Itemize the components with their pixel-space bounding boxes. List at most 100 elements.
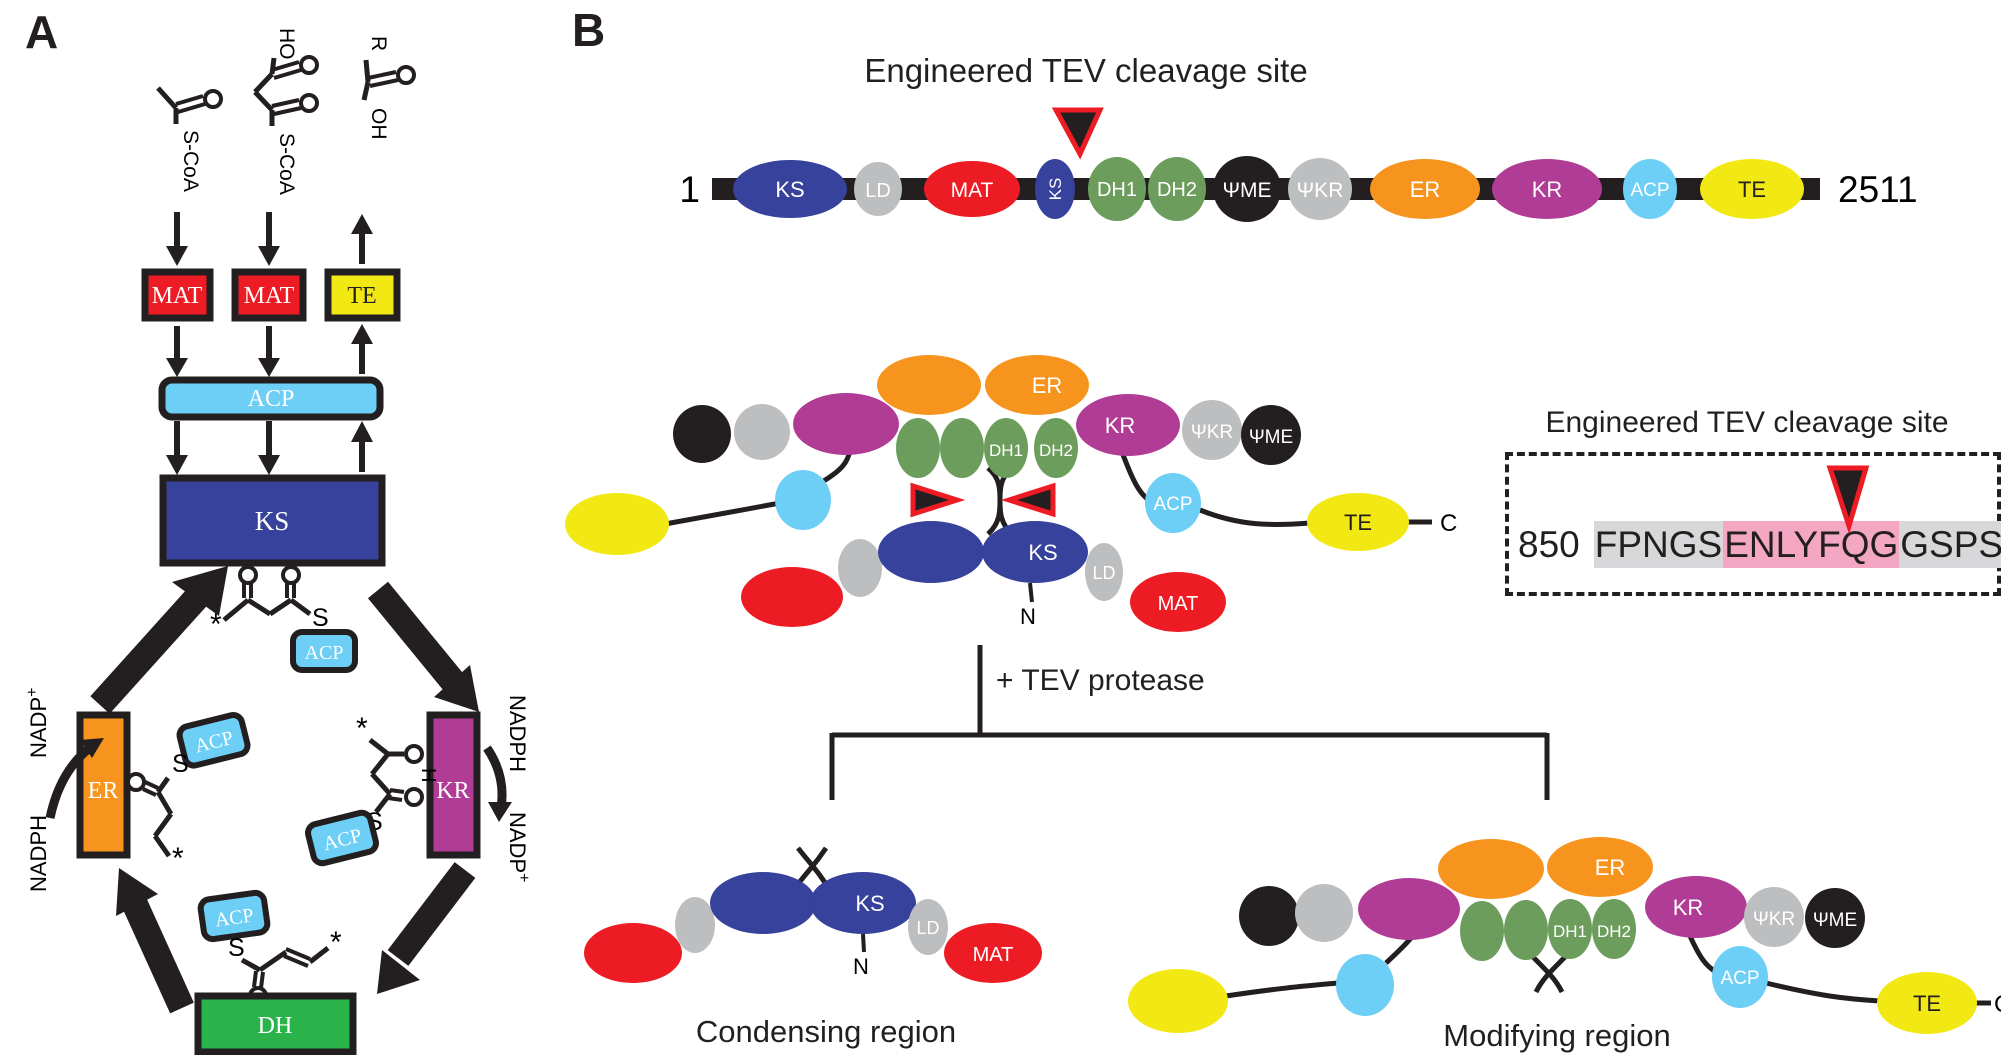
- sequence-position: 850: [1518, 524, 1580, 565]
- oxygen-atom: [299, 55, 319, 75]
- mod-kr-label: KR: [1673, 895, 1704, 920]
- linker-line: [1119, 451, 1152, 504]
- map-domain-mat-label: MAT: [951, 179, 994, 202]
- cond-mat-left: [584, 923, 682, 983]
- acp-tag-box: [305, 809, 379, 867]
- nadph-right: NADPH: [505, 695, 530, 772]
- map-domain-kr: [1492, 159, 1602, 219]
- dimer-te-right: [1307, 493, 1409, 551]
- map-domain-dh2-label: DH2: [1157, 179, 1197, 201]
- mat-box-1-label: MAT: [152, 283, 203, 309]
- oxygen-atom: [396, 65, 416, 85]
- star: *: [172, 842, 184, 875]
- dimer-psime-label: ΨME: [1249, 427, 1293, 448]
- mod-psime-far: [1239, 886, 1299, 946]
- map-domain-ks: [733, 160, 847, 218]
- dimer-ks-label: KS: [1028, 540, 1057, 565]
- map-domain-te: [1700, 159, 1804, 219]
- dimer-acp-label: ACP: [1153, 494, 1192, 515]
- mod-psime-right: [1805, 888, 1865, 948]
- modifying-caption: Modifying region: [1443, 1018, 1671, 1053]
- er-box-label: ER: [88, 778, 119, 804]
- mod-acp-label: ACP: [1720, 968, 1759, 989]
- mod-er-right: [1547, 837, 1653, 897]
- dimer-crossing: [986, 466, 1014, 536]
- map-domain-ld: [854, 162, 902, 216]
- map-end-residue: 2511: [1838, 169, 1918, 210]
- acp-tag-label: ACP: [213, 904, 255, 931]
- cond-ks-label: KS: [855, 891, 884, 916]
- mod-psikr-far: [1295, 884, 1353, 942]
- cond-mat-label: MAT: [973, 944, 1014, 966]
- sulfur-label: S: [366, 808, 383, 836]
- linker-line: [1225, 980, 1339, 999]
- diketide-structure: * S ACP: [210, 565, 358, 673]
- dimer-ld-left: [838, 539, 882, 597]
- acp-bar: [158, 376, 384, 421]
- acetyl-coa-structure: S-CoA: [156, 86, 223, 192]
- acp-tag-box: [290, 629, 358, 673]
- mat-to-acp-arrows: [166, 324, 373, 377]
- dimer-psime-left: [673, 405, 731, 463]
- cond-ks-left: [710, 872, 816, 934]
- r-label: R: [367, 36, 390, 51]
- er-box: [76, 711, 131, 859]
- mod-dh1-label: DH1: [1553, 922, 1587, 941]
- er-substrate-structure: ACP S *: [126, 712, 251, 875]
- mod-er-label: ER: [1595, 855, 1626, 880]
- dimer-dh1-left: [940, 418, 984, 478]
- linker-line: [1687, 934, 1718, 975]
- kr-box: [426, 711, 481, 859]
- map-domain-acp-label: ACP: [1630, 180, 1669, 201]
- acp-bar-label: ACP: [248, 386, 295, 412]
- acp-to-ks-arrows: [166, 421, 373, 475]
- sequence-post: GSPS: [1899, 521, 2001, 568]
- star: *: [356, 712, 368, 745]
- dimer-cartoon: ER DH1 DH2 KR ΨKR ΨME KS LD MAT: [565, 355, 1457, 632]
- mod-te-left: [1128, 969, 1228, 1033]
- mod-dh2-left: [1460, 901, 1504, 961]
- dimer-ks-left: [878, 521, 984, 583]
- protein-backbone-bar: [712, 178, 1820, 200]
- condensing-caption: Condensing region: [695, 1014, 957, 1049]
- linker-line: [820, 449, 853, 485]
- acp-tag-label: ACP: [192, 727, 235, 758]
- scoa-label: S-CoA: [275, 133, 298, 195]
- dimer-n-terminus: N: [1020, 604, 1036, 629]
- map-start-residue: 1: [679, 169, 700, 210]
- linker-line: [1765, 980, 1881, 1004]
- map-domain-psikr-label: ΨKR: [1297, 179, 1344, 202]
- dimer-dh2-label: DH2: [1039, 441, 1073, 460]
- dimer-acp-right: [1145, 473, 1201, 533]
- nadp-plus-right: NADP+: [505, 812, 532, 882]
- mod-te-label: TE: [1913, 991, 1941, 1016]
- oxygen-atom: [203, 89, 223, 109]
- acp-tag-box: [197, 889, 271, 943]
- panel-b-label: B: [572, 4, 606, 56]
- cycle-arrows: [90, 566, 479, 1014]
- map-domain-psime: [1213, 156, 1281, 222]
- acp-tag-label: ACP: [305, 642, 344, 664]
- cond-ld-left: [675, 897, 715, 953]
- star: *: [210, 608, 222, 641]
- te-box-label: TE: [347, 283, 376, 309]
- dimer-ld-right: [1085, 543, 1123, 601]
- mod-dh1-right: [1548, 899, 1592, 959]
- sequence-line: 850 FPNGSENLYFQGGSPS: [1518, 521, 2001, 568]
- nadp-plus-left: NADP+: [24, 688, 51, 758]
- dimer-kr-label: KR: [1105, 413, 1136, 438]
- kr-cofactor-arrow: [483, 745, 507, 809]
- mod-kr-far: [1358, 878, 1460, 940]
- mod-acp-right: [1712, 946, 1768, 1008]
- tev-protease-label: + TEV protease: [996, 664, 1205, 697]
- modifying-region-cartoon: ER DH1 DH2 KR ΨKR ΨME ACP TE C: [1128, 837, 2001, 1034]
- oh-label: OH: [367, 108, 390, 140]
- dimer-ks-right: [982, 521, 1088, 583]
- dimer-er-left: [877, 355, 981, 415]
- dimer-dh2-left: [896, 418, 940, 478]
- oxygen-atom: [126, 772, 146, 792]
- mat-box-1: [141, 268, 214, 322]
- linker-line: [1199, 507, 1311, 528]
- sulfur-label: S: [172, 750, 189, 778]
- cond-ks-right: [810, 872, 916, 934]
